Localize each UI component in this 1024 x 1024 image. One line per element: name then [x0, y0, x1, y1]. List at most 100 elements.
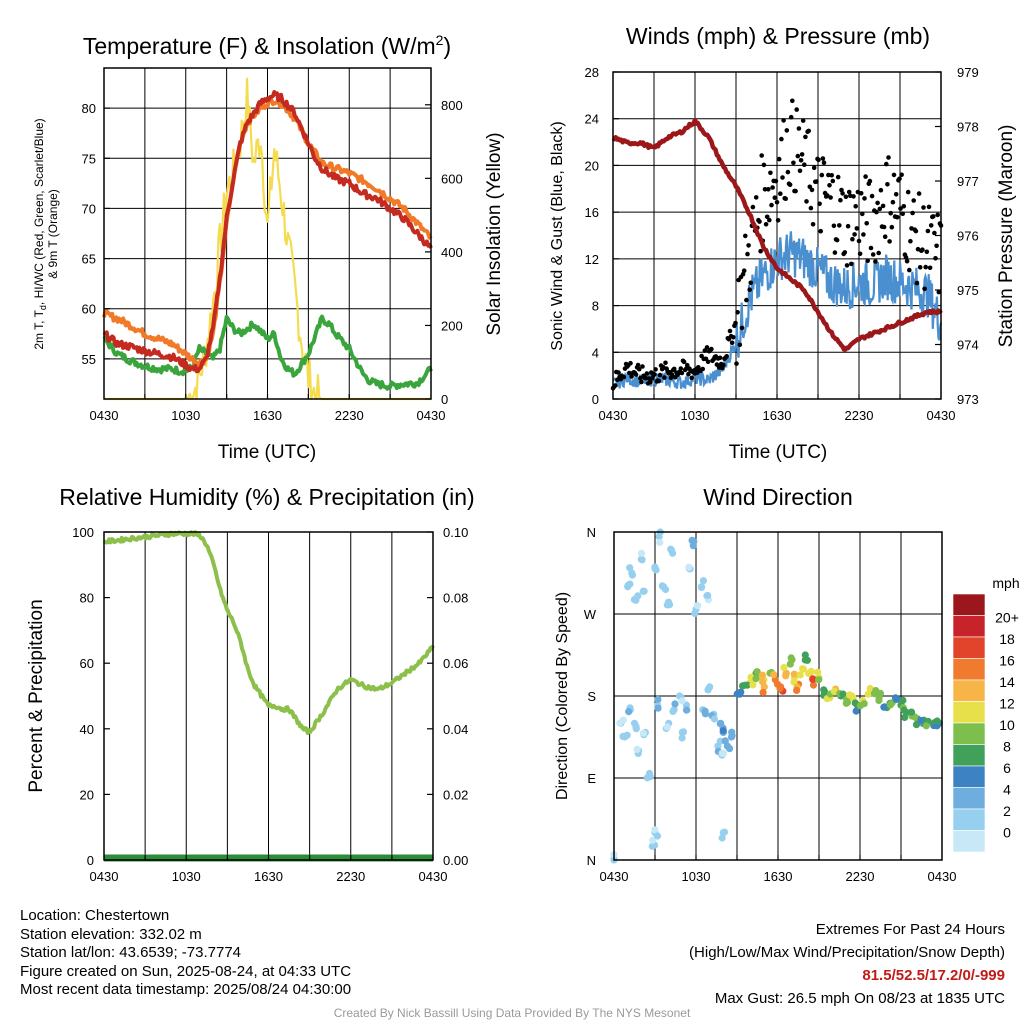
extremes-title: Extremes For Past 24 Hours	[815, 921, 1005, 938]
p4-x-tick-label: 1030	[682, 869, 711, 884]
station-latlon: Station lat/lon: 43.6539; -73.7774	[20, 944, 242, 961]
speed-legend-label: 8	[1003, 739, 1011, 755]
wind-x-axis-label: Time (UTC)	[729, 442, 828, 463]
wind-y-axis-label: Sonic Wind & Gust (Blue, Black)	[549, 121, 566, 350]
p4-x-tick-label: 0430	[600, 869, 629, 884]
direction-point	[721, 737, 729, 745]
pressure-y-tick-label: 976	[957, 229, 979, 244]
temp-y-tick-label: 75	[82, 151, 96, 166]
gust-point	[838, 197, 843, 203]
speed-color-legend: mph 20+ 18 16 14 12 10 8 6 4 2 0	[952, 575, 1020, 853]
gust-point	[844, 263, 850, 268]
wind-y-tick-label: 20	[585, 158, 599, 173]
gust-point	[644, 371, 650, 376]
gust-point	[864, 221, 869, 226]
direction-panel: Wind Direction 0430 1030 1630 2230 0430 N E S W N…	[554, 484, 1020, 884]
gust-point	[820, 156, 826, 161]
precip-y-tick-label: 0.10	[443, 525, 468, 540]
gust-point	[916, 191, 922, 196]
gust-point	[932, 230, 937, 236]
gust-point	[821, 160, 827, 165]
direction-point	[716, 720, 724, 728]
gust-point	[826, 172, 831, 178]
gust-point	[773, 178, 779, 184]
gust-point	[779, 136, 784, 142]
direction-point	[626, 564, 634, 572]
direction-panel-title: Wind Direction	[703, 484, 853, 510]
speed-legend-swatch	[952, 722, 986, 745]
figure-created: Figure created on Sun, 2025-08-24, at 04…	[20, 962, 352, 980]
speed-legend-title: mph	[992, 575, 1019, 591]
gust-point	[830, 178, 836, 184]
gust-point	[669, 372, 675, 378]
series-line-td	[102, 314, 433, 391]
gust-point	[657, 372, 663, 378]
gust-point	[928, 223, 934, 228]
gust-point	[663, 360, 668, 366]
p2-x-tick-label: 0430	[599, 408, 628, 423]
pressure-y-axis-label: Station Pressure (Maroon)	[996, 125, 1017, 348]
pressure-y-tick-label: 973	[957, 392, 979, 407]
gust-point	[936, 289, 942, 295]
direction-point	[625, 708, 633, 716]
gust-point	[724, 354, 729, 359]
direction-point	[639, 587, 648, 596]
gust-point	[702, 348, 708, 353]
speed-legend-swatch	[952, 744, 986, 767]
gust-point	[784, 128, 790, 133]
gust-point	[808, 205, 814, 211]
gust-point	[809, 187, 815, 193]
direction-point	[875, 696, 883, 705]
gust-point	[762, 187, 768, 192]
gust-point	[759, 153, 764, 158]
gust-point	[781, 118, 786, 123]
speed-legend-swatch	[952, 765, 986, 788]
gust-point	[800, 118, 806, 123]
gust-point	[880, 203, 886, 209]
direction-point	[679, 728, 688, 736]
temp-y-tick-label: 60	[82, 302, 96, 317]
temperature-y-axis-label-line1: 2m T, Td, HI/WC (Red, Green, Scarlet/Blu…	[32, 118, 48, 349]
gust-point	[791, 160, 796, 166]
direction-point	[737, 688, 745, 696]
station-pressure-line	[611, 117, 943, 352]
gust-point	[797, 168, 803, 174]
gust-point	[835, 174, 841, 180]
direction-point	[752, 675, 760, 683]
gust-point	[818, 228, 823, 234]
gust-point	[878, 187, 884, 193]
direction-point	[699, 577, 708, 585]
p3-x-tick-label: 1630	[254, 869, 283, 884]
series-line-2m-t	[102, 90, 433, 374]
direction-point	[860, 700, 868, 708]
gust-point	[853, 204, 858, 209]
p1-x-tick-label: 1630	[253, 408, 282, 423]
direction-point	[718, 834, 726, 842]
gust-point	[798, 158, 804, 163]
gust-point	[817, 201, 822, 207]
gust-point	[799, 152, 805, 157]
gust-point	[825, 193, 830, 198]
direction-point	[654, 704, 662, 712]
direction-point	[669, 707, 677, 716]
gust-point	[721, 362, 726, 368]
gust-point	[744, 297, 749, 303]
direction-point	[653, 832, 662, 840]
station-elevation: Station elevation: 332.02 m	[20, 925, 202, 943]
direction-point	[619, 732, 627, 741]
gust-point	[743, 233, 748, 239]
direction-point	[809, 675, 817, 684]
gust-point	[923, 264, 928, 270]
gust-point	[768, 170, 773, 176]
gust-point	[913, 228, 919, 234]
gust-point	[922, 286, 927, 292]
gust-point	[709, 346, 714, 352]
gust-point	[899, 172, 904, 178]
direction-y-axis-label: Direction (Colored By Speed)	[554, 592, 571, 800]
gust-point	[933, 255, 938, 261]
p3-x-tick-label: 1030	[172, 869, 201, 884]
direction-point	[616, 719, 624, 727]
wind-y-tick-label: 16	[585, 205, 599, 220]
gust-point	[647, 379, 653, 385]
gust-point	[686, 371, 691, 377]
